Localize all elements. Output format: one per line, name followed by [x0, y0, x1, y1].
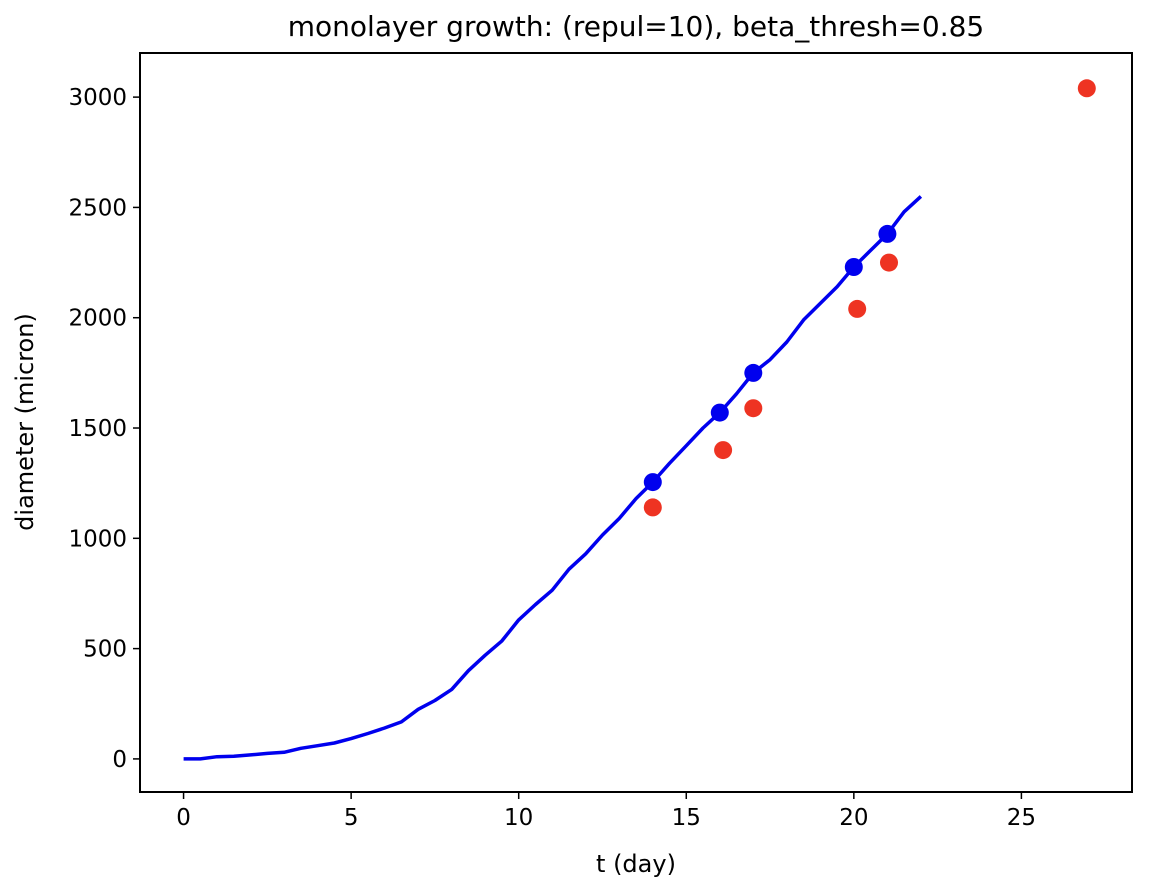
model-point: [710, 403, 729, 422]
x-axis-label: t (day): [596, 850, 676, 878]
observed-point: [880, 253, 898, 272]
y-tick-label: 3000: [68, 85, 127, 111]
x-tick-label: 10: [504, 805, 533, 831]
observed-point: [848, 299, 867, 318]
model-point: [878, 224, 897, 243]
observed-point: [714, 441, 733, 460]
y-tick-label: 0: [112, 747, 127, 773]
x-tick-label: 25: [1007, 805, 1036, 831]
ticks-layer: 0 5 10 15 20 25 0 500 1000 1500 2000 2500 3000: [68, 85, 1036, 831]
observed-point: [744, 399, 763, 418]
y-tick-label: 500: [83, 637, 127, 663]
plot-layer: [183, 79, 1096, 761]
x-tick-label: 20: [839, 805, 868, 831]
observed-point: [1077, 79, 1096, 98]
chart-title: monolayer growth: (repul=10), beta_thres…: [288, 10, 984, 43]
model-point: [643, 473, 662, 492]
series-line: [183, 195, 923, 761]
model-point: [844, 258, 863, 276]
y-axis-label: diameter (micron): [11, 313, 39, 531]
y-tick-label: 1500: [68, 416, 127, 442]
plot-frame: [139, 52, 1133, 793]
x-tick-label: 5: [344, 805, 359, 831]
x-tick-label: 0: [176, 805, 191, 831]
y-tick-label: 2000: [68, 306, 127, 332]
x-tick-label: 15: [672, 805, 701, 831]
y-tick-label: 1000: [68, 526, 127, 552]
observed-point: [643, 498, 662, 517]
y-tick-label: 2500: [68, 195, 127, 221]
model-point: [744, 363, 763, 382]
